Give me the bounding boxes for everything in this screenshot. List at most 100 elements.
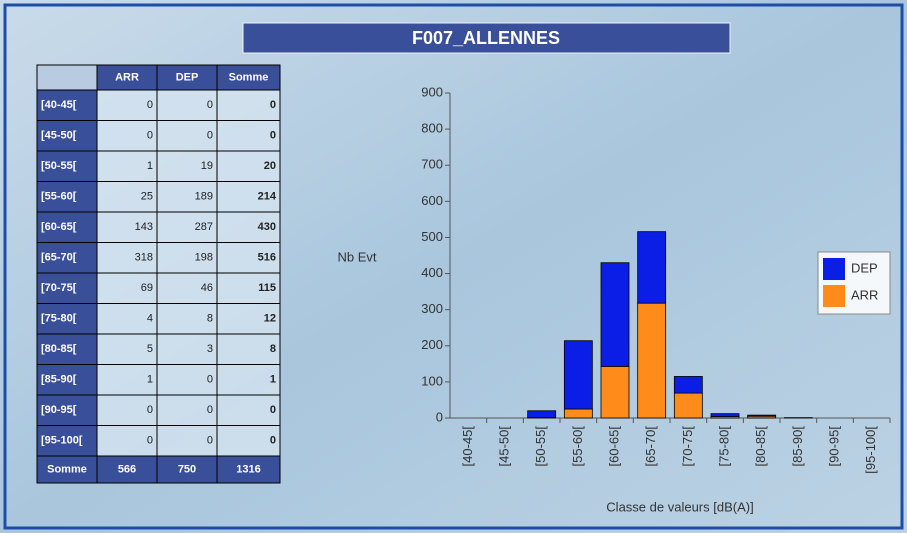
row-label-cell (36, 455, 98, 484)
row-label: [45-50[ (41, 130, 77, 142)
cell-value: 143 (135, 221, 153, 233)
x-tick-label: [45-50[ (496, 426, 511, 467)
cell-value: 287 (195, 221, 213, 233)
header-text: Somme (229, 71, 269, 83)
value-cell (96, 394, 158, 426)
legend-swatch (823, 258, 845, 280)
cell-value: 12 (264, 313, 276, 325)
cell-value: 0 (147, 99, 153, 111)
bar-segment (747, 414, 777, 417)
cell-value: 0 (207, 374, 213, 386)
row-label: Somme (47, 463, 87, 475)
cell-value: 0 (270, 99, 276, 111)
y-tick-label: 0 (436, 409, 443, 424)
header-text: DEP (176, 71, 199, 83)
row-label-cell (36, 89, 98, 121)
y-tick-label: 200 (421, 337, 443, 352)
value-cell (156, 120, 218, 152)
cell-value: 189 (195, 191, 213, 203)
row-label-cell (36, 120, 98, 152)
value-cell (156, 303, 218, 335)
value-cell (156, 181, 218, 213)
value-cell (216, 425, 281, 457)
x-tick-label: [40-45[ (460, 426, 475, 467)
y-tick-label: 100 (421, 373, 443, 388)
y-tick-label: 600 (421, 193, 443, 208)
value-cell (156, 394, 218, 426)
x-tick-label: [50-55[ (533, 426, 548, 467)
cell-value: 115 (258, 282, 276, 294)
value-cell (156, 242, 218, 274)
bar-segment (563, 408, 593, 419)
cell-value: 1 (147, 374, 153, 386)
value-cell (156, 455, 218, 484)
cell-value: 214 (258, 191, 277, 203)
row-label: [70-75[ (41, 282, 77, 294)
value-cell (156, 333, 218, 365)
cell-value: 4 (147, 313, 153, 325)
legend-label: DEP (851, 260, 878, 275)
cell-value: 0 (270, 130, 276, 142)
value-cell (96, 425, 158, 457)
bar-segment (600, 365, 630, 419)
value-cell (96, 242, 158, 274)
x-tick-label: [55-60[ (570, 426, 585, 467)
y-tick-label: 800 (421, 121, 443, 136)
cell-value: 198 (195, 252, 213, 264)
frame (3, 3, 904, 530)
header-text: ARR (115, 71, 139, 83)
cell-value: 8 (207, 313, 213, 325)
bar-segment (563, 340, 593, 410)
row-label: [95-100[ (41, 435, 83, 447)
y-axis-label: Nb Evt (337, 249, 376, 264)
bar-segment (673, 392, 703, 419)
table-corner (36, 64, 98, 91)
row-label-cell (36, 211, 98, 243)
x-tick-label: [70-75[ (680, 426, 695, 467)
y-tick-label: 300 (421, 301, 443, 316)
bar-segment (637, 231, 667, 304)
x-tick-label: [75-80[ (716, 426, 731, 467)
row-label-cell (36, 181, 98, 213)
row-label: [65-70[ (41, 252, 77, 264)
row-label: [50-55[ (41, 160, 77, 172)
cell-value: 0 (270, 404, 276, 416)
x-tick-label: [95-100[ (863, 426, 878, 474)
value-cell (216, 181, 281, 213)
row-label: [75-80[ (41, 313, 77, 325)
cell-value: 0 (147, 404, 153, 416)
cell-value: 318 (135, 252, 153, 264)
cell-value: 46 (201, 282, 213, 294)
value-cell (216, 272, 281, 304)
value-cell (96, 181, 158, 213)
row-label-cell (36, 425, 98, 457)
y-tick-label: 900 (421, 84, 443, 99)
title: F007_ALLENNES (412, 28, 560, 48)
row-label: [40-45[ (41, 99, 77, 111)
cell-value: 3 (207, 343, 213, 355)
value-cell (156, 150, 218, 182)
cell-value: 566 (118, 463, 136, 475)
cell-value: 1316 (236, 463, 260, 475)
cell-value: 0 (270, 435, 276, 447)
row-label: [85-90[ (41, 374, 77, 386)
x-tick-label: [90-95[ (826, 426, 841, 467)
row-label-cell (36, 364, 98, 396)
cell-value: 0 (207, 435, 213, 447)
row-label: [80-85[ (41, 343, 77, 355)
x-axis-label: Classe de valeurs [dB(A)] (606, 499, 753, 514)
x-tick-label: [65-70[ (643, 426, 658, 467)
row-label: [55-60[ (41, 191, 77, 203)
y-tick-label: 500 (421, 229, 443, 244)
cell-value: 516 (258, 252, 276, 264)
x-tick-label: [85-90[ (790, 426, 805, 467)
cell-value: 8 (270, 343, 276, 355)
x-tick-label: [60-65[ (606, 426, 621, 467)
value-cell (216, 150, 281, 182)
row-label-cell (36, 394, 98, 426)
title-bar (242, 22, 731, 54)
bar-segment (673, 376, 703, 394)
bar-segment (710, 413, 740, 417)
